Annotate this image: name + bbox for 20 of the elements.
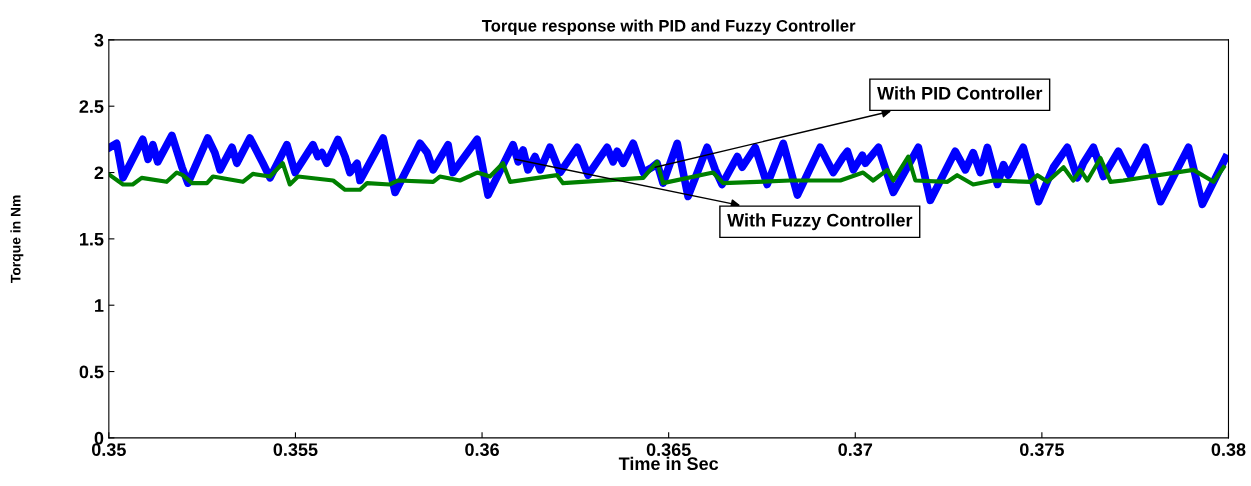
annotation: With PID Controller xyxy=(877,86,1043,100)
x-tick-label: 0.35 xyxy=(91,443,126,457)
chart-title: Torque response with PID and Fuzzy Controller xyxy=(481,19,856,35)
x-tick-label: 0.365 xyxy=(646,443,691,457)
annotation: With Fuzzy Controller xyxy=(727,213,913,231)
x-tick-label: 0.37 xyxy=(838,443,873,457)
x-tick-label: 0.355 xyxy=(273,443,318,457)
y-tick-label: 0 xyxy=(94,431,104,445)
x-tick-label: 0.38 xyxy=(1211,443,1246,457)
y-tick-label: 1 xyxy=(95,299,104,312)
x-tick-label: 0.375 xyxy=(1020,443,1064,457)
x-tick-label: 0.36 xyxy=(465,443,499,457)
y-tick-label: 2 xyxy=(94,166,104,180)
line-series xyxy=(108,154,1226,192)
y-tick-label: 3 xyxy=(94,33,104,47)
y-tick-label: 1.5 xyxy=(80,232,104,246)
y-axis-title: Torque in Nm xyxy=(10,195,24,283)
x-axis-title: Time in Sec xyxy=(618,456,719,471)
y-tick-label: 2.5 xyxy=(79,100,104,113)
y-tick-label: 0.5 xyxy=(79,365,104,379)
